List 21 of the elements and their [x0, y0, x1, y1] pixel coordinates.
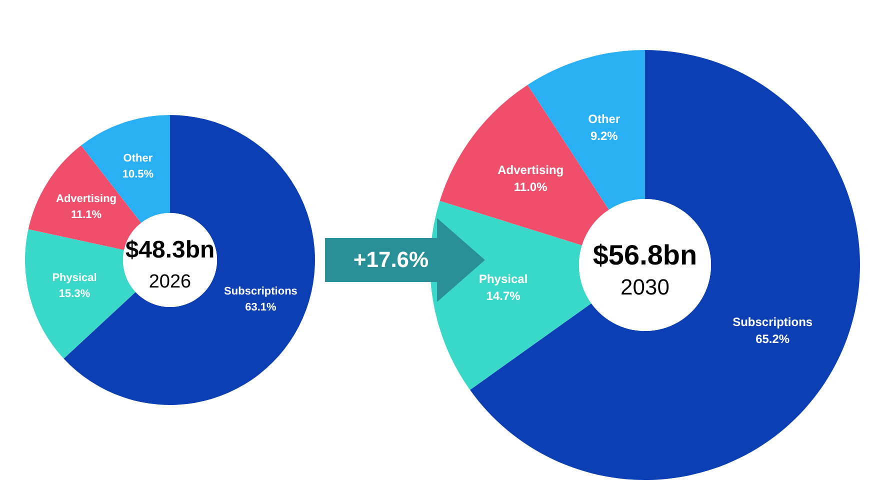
- text: 2030: [620, 274, 670, 300]
- slice-label: Other: [123, 152, 154, 164]
- text: $48.3bn: [125, 236, 215, 264]
- slice-label: Physical: [52, 272, 97, 284]
- slice-label: Advertising: [498, 162, 564, 177]
- text: +17.6%: [352, 246, 430, 274]
- slice-label: Subscriptions: [732, 315, 813, 330]
- data-label: 65.2%: [756, 332, 790, 346]
- data-label: 15.3%: [58, 288, 90, 300]
- data-label: 11.1%: [70, 209, 102, 222]
- data-label: 11.0%: [514, 180, 548, 194]
- data-label: 9.2%: [590, 128, 618, 143]
- data-label: 63.1%: [245, 302, 277, 314]
- slice-label: Subscriptions: [224, 286, 298, 298]
- data-label: 14.7%: [486, 289, 521, 304]
- slice-label: Other: [588, 112, 620, 126]
- data-label: 10.5%: [122, 168, 154, 180]
- slice-label: Advertising: [56, 193, 117, 206]
- text: $56.8bn: [592, 240, 698, 270]
- slice-label: Physical: [478, 272, 528, 286]
- text: 2026: [148, 272, 192, 292]
